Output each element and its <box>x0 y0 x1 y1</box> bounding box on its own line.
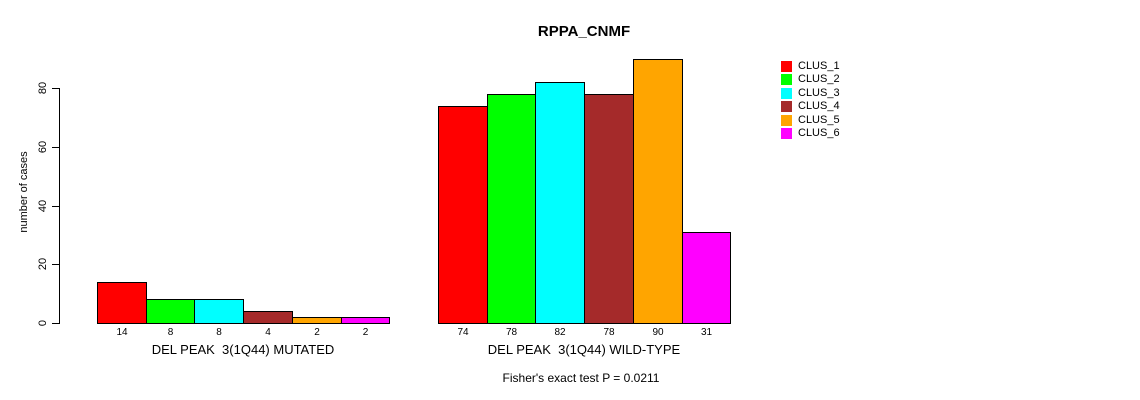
y-axis-tick-label: 0 <box>37 319 49 327</box>
y-axis-tick-label: 80 <box>37 81 49 95</box>
legend-label: CLUS_3 <box>798 86 840 99</box>
legend-label: CLUS_4 <box>798 100 840 113</box>
bar-value-label: 78 <box>505 327 518 338</box>
y-axis-tick <box>52 88 59 89</box>
legend-swatch-clus_1 <box>781 61 792 72</box>
y-axis-tick <box>52 264 59 265</box>
bar-value-label: 4 <box>265 327 271 338</box>
bar-value-label: 74 <box>457 327 469 338</box>
bar-value-label: 90 <box>652 327 664 338</box>
bar-value-label: 8 <box>167 327 174 338</box>
bar-clus_5-group2 <box>633 59 683 324</box>
bar-value-label: 2 <box>314 327 320 338</box>
chart-title: RPPA_CNMF <box>537 23 631 40</box>
y-axis-tick-label: 40 <box>37 199 49 213</box>
y-axis-tick <box>52 323 59 324</box>
bar-clus_3-group2 <box>535 82 585 324</box>
bar-value-label: 78 <box>603 327 615 338</box>
bar-clus_1-group1 <box>97 282 147 324</box>
bar-clus_4-group2 <box>584 94 634 324</box>
bar-clus_3-group1 <box>194 299 244 324</box>
group-label: DEL PEAK 3(1Q44) WILD-TYPE <box>487 342 681 357</box>
y-axis-tick <box>52 147 59 148</box>
y-axis-line <box>59 88 60 324</box>
legend-swatch-clus_5 <box>781 114 792 126</box>
bar-clus_1-group2 <box>438 106 488 324</box>
bar-value-label: 2 <box>362 327 369 338</box>
bar-clus_6-group2 <box>682 232 731 324</box>
bar-clus_5-group1 <box>292 317 342 324</box>
legend-swatch-clus_2 <box>781 74 792 86</box>
bar-value-label: 8 <box>216 327 222 338</box>
bar-clus_2-group1 <box>146 299 195 324</box>
y-axis-title: number of cases <box>18 151 30 233</box>
legend-label: CLUS_2 <box>798 73 840 86</box>
legend-label: CLUS_6 <box>798 127 840 139</box>
fisher-test-annotation: Fisher's exact test P = 0.0211 <box>502 371 660 385</box>
legend-swatch-clus_6 <box>781 128 792 139</box>
y-axis-tick <box>52 206 59 207</box>
y-axis-tick-label: 60 <box>37 140 49 154</box>
bar-value-label: 14 <box>116 327 128 338</box>
group-label: DEL PEAK 3(1Q44) MUTATED <box>151 342 335 357</box>
y-axis-tick-label: 20 <box>37 257 49 271</box>
bar-clus_2-group2 <box>487 94 536 324</box>
legend-swatch-clus_3 <box>781 87 792 99</box>
bar-clus_6-group1 <box>341 317 390 324</box>
bar-value-label: 31 <box>700 327 713 338</box>
bar-value-label: 82 <box>554 327 566 338</box>
legend-label: CLUS_5 <box>798 113 840 126</box>
legend-label: CLUS_1 <box>798 60 840 72</box>
bar-clus_4-group1 <box>243 311 293 324</box>
legend-swatch-clus_4 <box>781 101 792 113</box>
